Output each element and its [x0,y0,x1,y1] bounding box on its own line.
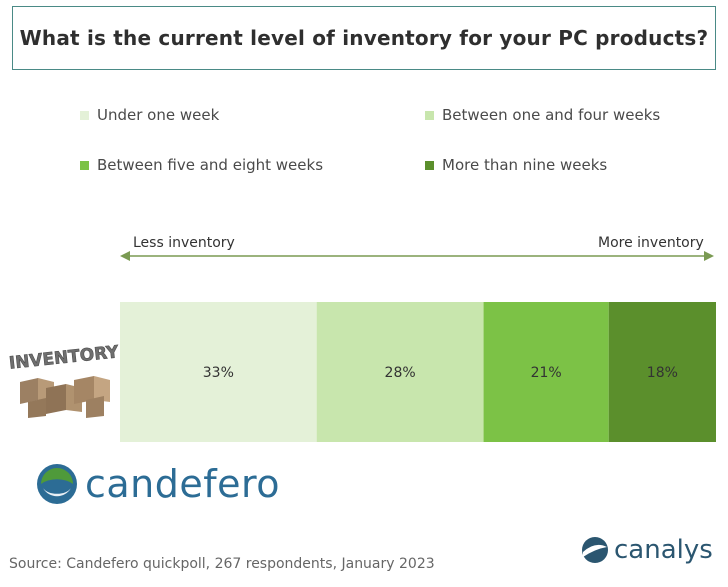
bar-segment-2 [316,302,484,442]
bar-segment-1 [120,302,317,442]
legend-label: More than nine weeks [442,156,608,174]
legend-item-five-to-eight-weeks: Between five and eight weeks [80,156,323,174]
bar-segment-4 [608,302,716,442]
legend-label: Under one week [97,106,220,124]
legend-label: Between one and four weeks [442,106,661,124]
bar-value-label-4: 18% [647,365,678,381]
candefero-logo: candefero [35,462,280,506]
legend-swatch [80,160,89,170]
canalys-logo: canalys [580,535,713,565]
bar-value-label-2: 28% [385,365,416,381]
legend-swatch [80,110,89,120]
inventory-boxes-icon: INVENTORY [8,342,120,418]
legend-label: Between five and eight weeks [97,156,324,174]
bar-segment-3 [483,302,609,442]
legend-swatch [425,160,434,170]
canalys-wordmark: canalys [614,535,713,565]
legend-swatch [425,110,434,120]
chart-title-box: What is the current level of inventory f… [12,6,716,70]
more-inventory-label: More inventory [598,235,704,251]
less-inventory-label: Less inventory [133,235,235,251]
bar-value-label-3: 21% [531,365,562,381]
legend-item-more-than-nine-weeks: More than nine weeks [425,156,607,174]
candefero-wordmark: candefero [85,462,281,506]
canalys-logo-icon [582,537,608,563]
legend-item-one-to-four-weeks: Between one and four weeks [425,106,660,124]
bar-value-label-1: 33% [203,365,234,381]
source-note: Source: Candefero quickpoll, 267 respond… [9,556,435,572]
chart-title: What is the current level of inventory f… [19,26,709,50]
candefero-logo-icon [37,464,77,504]
legend-item-under-one-week: Under one week [80,106,219,124]
